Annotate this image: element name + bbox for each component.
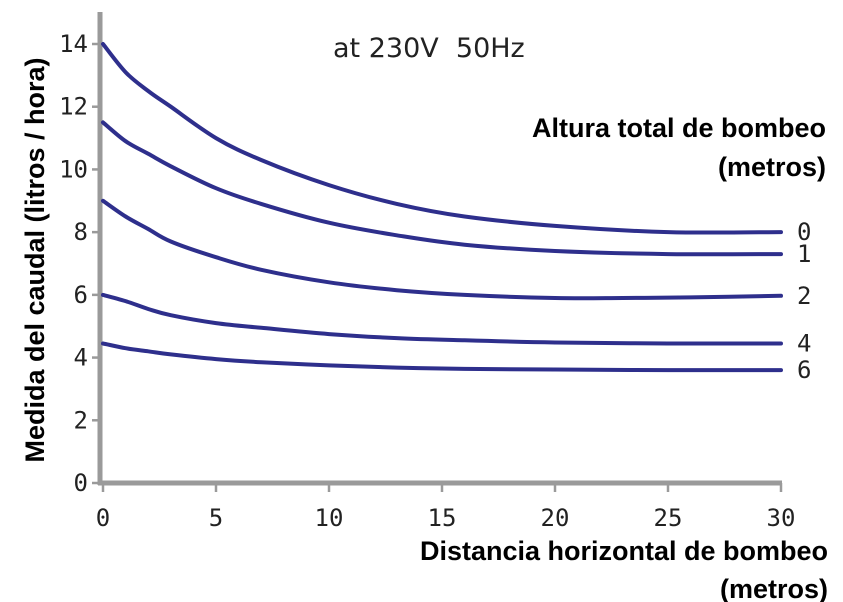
x-tick-label: 30: [767, 504, 796, 532]
x-tick-label: 15: [428, 504, 457, 532]
y-tick-label: 10: [59, 155, 88, 183]
x-tick-label: 10: [315, 504, 344, 532]
series-labels: 01 2 46: [797, 218, 811, 384]
y-tick-label: 0: [74, 469, 88, 497]
x-tick-label: 25: [654, 504, 683, 532]
y-tick-label: 2: [74, 406, 88, 434]
y-axis-label: Medida del caudal (litros / hora): [20, 57, 50, 462]
legend-title-line1: Altura total de bombeo: [532, 113, 826, 143]
series-line-6: [101, 341, 783, 373]
series-label-2: 2: [797, 282, 811, 310]
series-label-1: 1: [797, 240, 811, 268]
series-line-0: [101, 42, 783, 235]
y-tick-label: 14: [59, 30, 88, 58]
x-tick-label: 20: [541, 504, 570, 532]
series-line-2: [101, 198, 783, 301]
y-tick-label: 6: [74, 281, 88, 309]
series-line-1: [101, 120, 783, 257]
series-lines: [101, 42, 783, 373]
ticks: 0 5 10 15 20 25 30 0 2 4 6 8 10 12 14: [59, 30, 795, 532]
axes: [97, 12, 782, 486]
x-axis-label-line2: (metros): [720, 574, 828, 602]
x-tick-label: 5: [209, 504, 223, 532]
y-tick-label: 12: [59, 93, 88, 121]
chart-subtitle: at 230V 50Hz: [333, 33, 525, 64]
y-tick-label: 4: [74, 344, 88, 372]
legend-title-line2: (metros): [718, 152, 826, 182]
y-tick-label: 8: [74, 218, 88, 246]
series-label-6: 6: [797, 356, 811, 384]
series-label-0: 0: [797, 218, 811, 246]
x-axis-label-line1: Distancia horizontal de bombeo: [420, 536, 828, 566]
series-label-4: 4: [797, 329, 811, 357]
series-line-4: [101, 292, 783, 346]
x-tick-label: 0: [96, 504, 110, 532]
